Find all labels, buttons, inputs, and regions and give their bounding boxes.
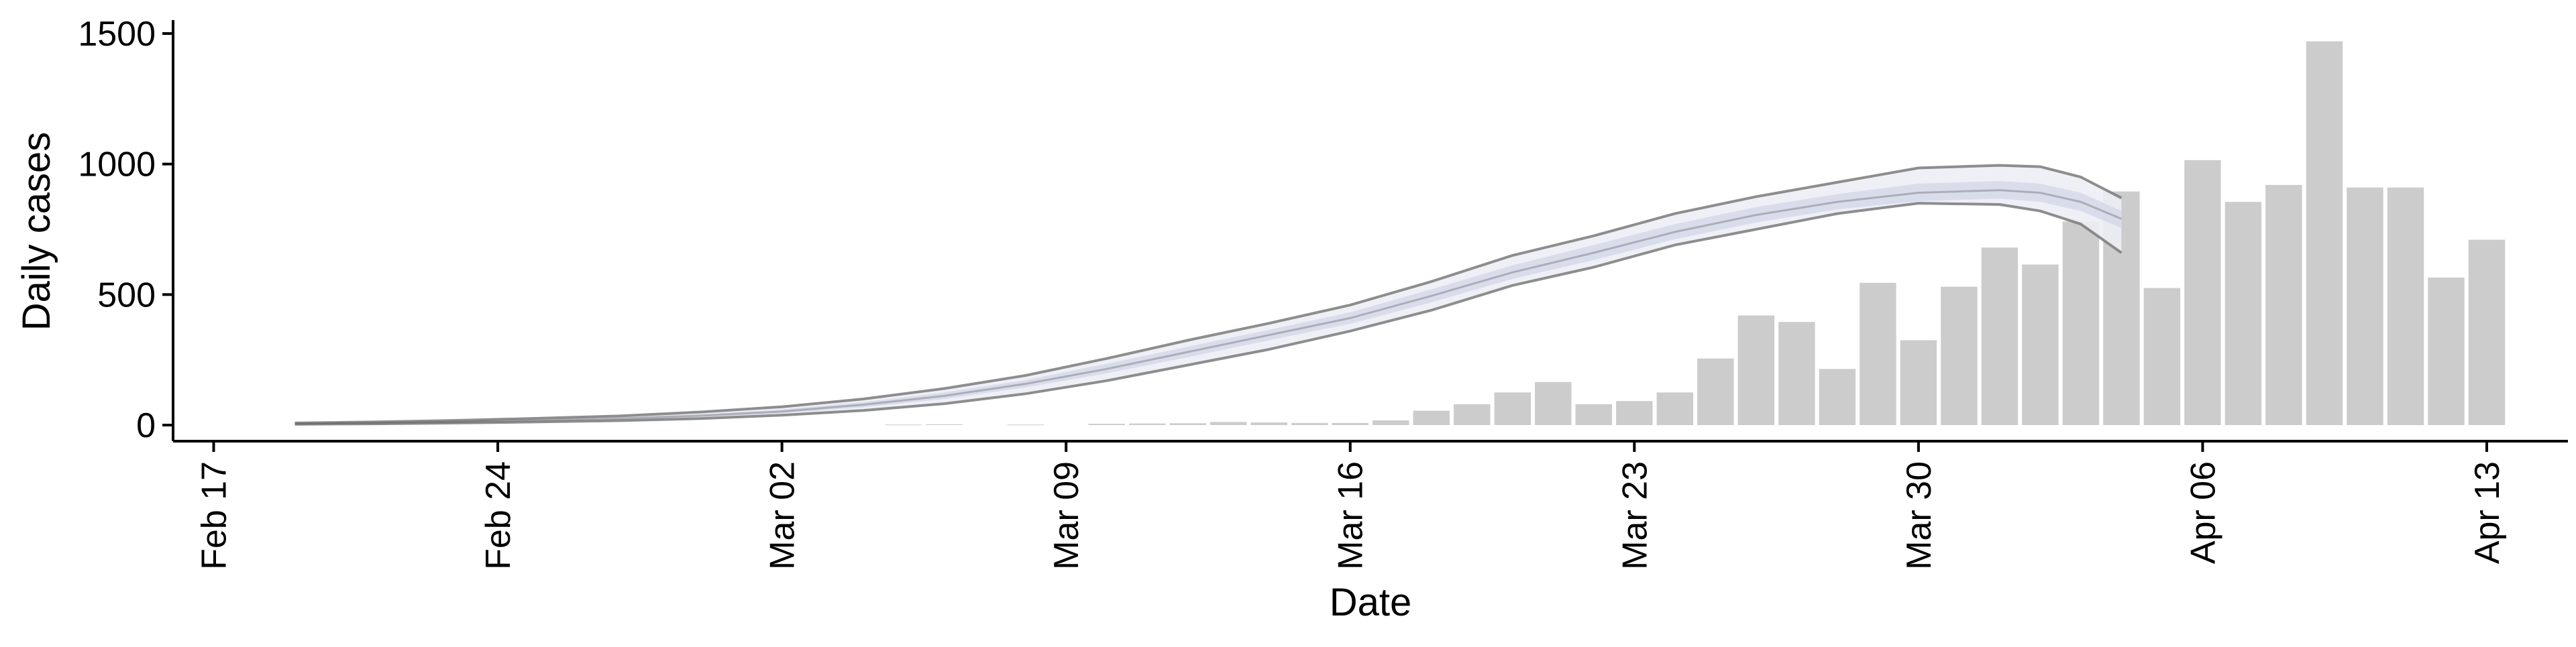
median-line — [294, 189, 2122, 425]
bar — [1575, 404, 1613, 425]
x-axis-title: Date — [1330, 581, 1412, 624]
bar — [1210, 422, 1247, 425]
y-tick-label: 1000 — [78, 145, 156, 184]
x-tick-label: Mar 02 — [763, 461, 802, 570]
bar — [1007, 424, 1044, 426]
x-tick-label: Mar 23 — [1615, 461, 1654, 570]
bar — [2387, 187, 2424, 425]
bar — [2347, 187, 2383, 425]
bar — [2224, 202, 2262, 425]
bar — [1291, 422, 1328, 425]
x-tick-label: Apr 13 — [2468, 461, 2507, 564]
y-tick-label: 500 — [97, 276, 156, 314]
bar — [2184, 160, 2221, 425]
bar — [1737, 315, 1775, 425]
bar — [1656, 392, 1694, 425]
y-axis-ticks: 0 500 1000 1500 — [78, 15, 173, 445]
y-tick-label: 0 — [136, 406, 156, 445]
bar — [2062, 221, 2100, 425]
bar — [1819, 369, 1856, 425]
x-tick-label: Mar 09 — [1047, 461, 1086, 570]
x-axis-ticks: Feb 17 Feb 24 Mar 02 Mar 09 Mar 16 Mar 23 Mar … — [195, 441, 2507, 570]
x-tick-label: Mar 16 — [1332, 461, 1371, 570]
bar — [1332, 422, 1368, 425]
bar — [2265, 184, 2302, 425]
bar — [926, 424, 963, 425]
bar — [885, 424, 922, 426]
bar — [1088, 424, 1125, 425]
bar — [1250, 422, 1287, 425]
bar — [1900, 340, 1937, 425]
band-upper-line — [294, 164, 2123, 424]
bar — [1778, 322, 1815, 425]
bar — [1860, 282, 1896, 425]
bar — [1373, 420, 1409, 425]
bar — [1981, 247, 2019, 425]
bar — [1697, 358, 1734, 425]
bar — [2468, 239, 2506, 425]
bar — [1535, 381, 1572, 425]
bar — [1413, 410, 1450, 425]
axes — [172, 20, 2568, 443]
bar — [1616, 401, 1653, 425]
bar — [1128, 423, 1166, 425]
estimate-band — [294, 164, 2123, 426]
x-tick-label: Feb 24 — [479, 461, 518, 570]
x-tick-label: Apr 06 — [2184, 461, 2222, 564]
bar — [2143, 288, 2181, 425]
band-lower-line — [294, 202, 2123, 426]
bar — [1169, 423, 1206, 425]
bar — [1454, 404, 1491, 425]
bar — [2022, 264, 2059, 425]
bar-series — [885, 41, 2506, 426]
x-tick-label: Mar 30 — [1900, 461, 1939, 570]
bar — [2428, 278, 2465, 425]
y-axis-title: Daily cases — [15, 132, 58, 331]
bar — [1941, 286, 1978, 425]
bar — [2306, 41, 2343, 426]
band-inner — [294, 181, 2122, 424]
bar — [1494, 392, 1532, 425]
y-tick-label: 1500 — [78, 15, 156, 54]
x-tick-label: Feb 17 — [195, 461, 234, 570]
